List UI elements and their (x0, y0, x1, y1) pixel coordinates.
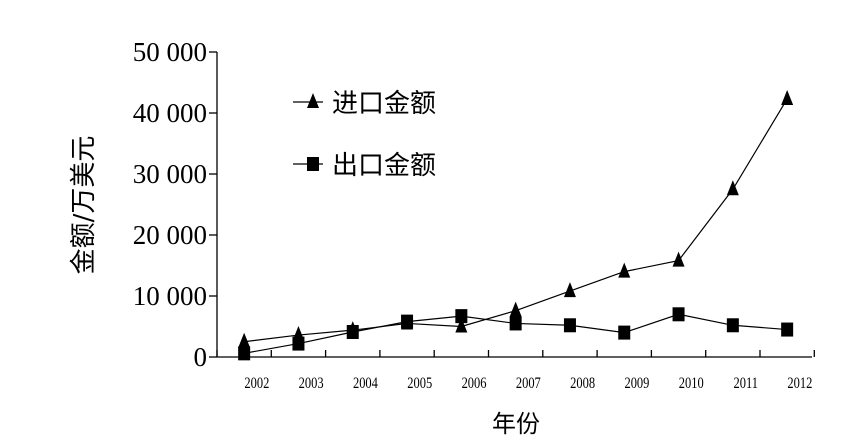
x-tick-label: 2009 (624, 375, 649, 393)
y-tick-label: 40 000 (133, 98, 207, 128)
data-point (455, 317, 468, 333)
x-tick-label: 2003 (299, 375, 324, 393)
y-axis-title: 金额/万美元 (69, 136, 99, 275)
data-point (563, 318, 576, 333)
data-point (401, 314, 414, 329)
data-point (509, 301, 522, 317)
data-point (238, 332, 251, 348)
series-1 (238, 89, 794, 348)
axes: 0 10 000 20 000 30 000 40 000 50 000 2002 2003 2… (133, 37, 815, 392)
y-tick-label: 0 (194, 342, 208, 372)
data-point (781, 89, 794, 105)
x-tick-label: 2008 (570, 375, 595, 393)
legend-marker (307, 93, 319, 108)
legend-marker (307, 157, 319, 171)
data-point (618, 325, 631, 340)
x-tick-label: 2002 (244, 375, 269, 393)
data-point (292, 336, 305, 351)
data-point (238, 346, 251, 361)
data-point (726, 180, 739, 196)
data-point (672, 251, 685, 267)
data-point (618, 262, 631, 278)
data-point (346, 324, 359, 339)
data-point (509, 316, 522, 331)
x-tick-label: 2005 (407, 375, 432, 393)
x-tick-label: 2006 (462, 375, 487, 393)
y-tick-label: 50 000 (133, 37, 207, 67)
data-point (455, 309, 468, 324)
data-point (781, 322, 794, 337)
data-point (726, 318, 739, 333)
y-tick-label: 10 000 (133, 281, 207, 311)
x-tick-label: 2011 (734, 375, 758, 393)
legend-item-2: 出口金额 (293, 151, 436, 181)
x-tick-label: 2010 (679, 375, 704, 393)
y-tick-label: 20 000 (133, 220, 207, 250)
data-point (563, 282, 576, 298)
x-tick-label: 2007 (516, 375, 541, 393)
legend-label: 进口金额 (332, 89, 436, 119)
legend-item-1: 进口金额 (293, 89, 436, 119)
legend-label: 出口金额 (332, 151, 436, 181)
y-tick-label: 30 000 (133, 159, 207, 189)
data-point (672, 307, 685, 322)
x-axis-title: 年份 (492, 410, 540, 438)
series-2 (238, 307, 794, 361)
series-layer (238, 89, 794, 361)
x-tick-label: 2004 (353, 375, 378, 393)
x-tick-label: 2012 (787, 375, 812, 393)
